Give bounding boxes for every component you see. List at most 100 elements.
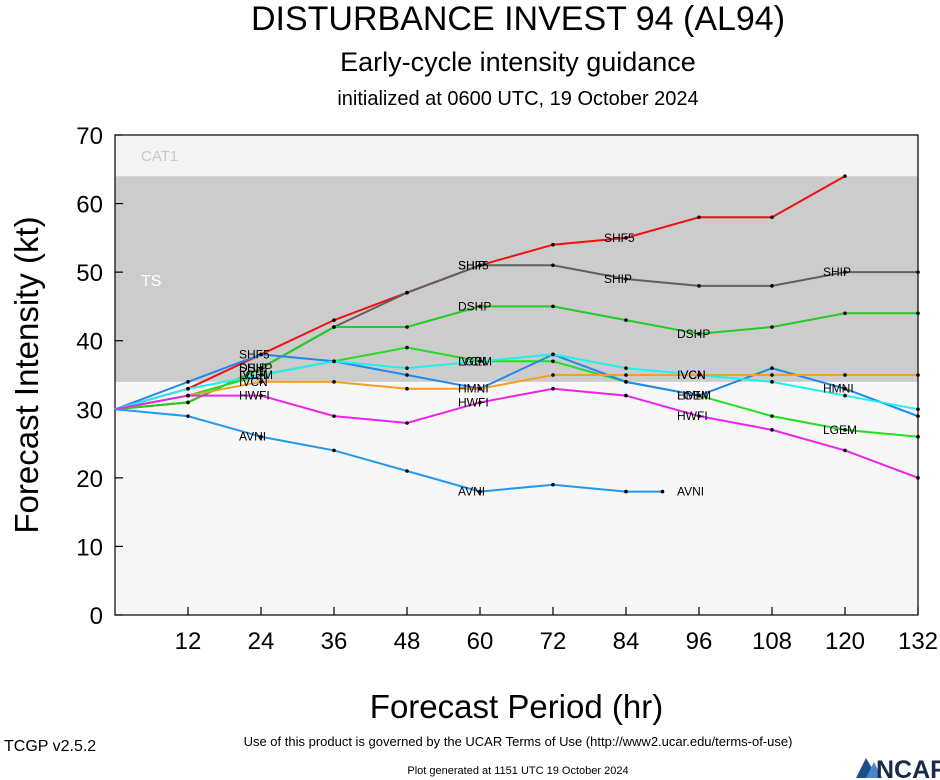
series-label-shf5: SHF5 <box>604 231 635 245</box>
series-point-lgem <box>843 428 847 432</box>
series-label-lgem: LGEM <box>823 423 857 437</box>
series-label-lgem: LGEM <box>458 354 492 368</box>
x-tick-label: 132 <box>898 628 938 655</box>
series-point-lgem <box>551 359 555 364</box>
footer-terms: Use of this product is governed by the U… <box>244 734 793 749</box>
series-line-hmni <box>114 353 919 418</box>
series-point-ship <box>478 263 482 268</box>
series-point-ivcn-orange <box>916 373 920 377</box>
series-point-ivcn <box>332 359 336 364</box>
series-label-hmni: HMNI <box>458 382 489 396</box>
series-point-hwfi <box>916 476 920 480</box>
series-point-ivcn-orange <box>843 373 847 377</box>
band-cat1 <box>115 135 918 177</box>
series-label-dshp: DSHP <box>239 361 272 375</box>
series-point-dshp <box>259 366 263 370</box>
ncar-logo-text: NCAR <box>876 756 940 780</box>
series-point-hmni <box>843 386 847 391</box>
series-label-hwfi: HWFI <box>677 409 708 423</box>
series-point-dshp <box>697 332 701 336</box>
series-point-dshp <box>186 400 190 405</box>
series-label-avni: AVNI <box>239 430 266 444</box>
series-point-hwfi <box>186 393 190 398</box>
series-point-ivcn <box>478 359 482 364</box>
series-point-ivcn <box>405 366 409 370</box>
series-label-avni: AVNI <box>677 485 704 499</box>
series-line-hwfi <box>114 387 919 479</box>
y-tick-label: 30 <box>76 397 103 424</box>
series-point-ivcn <box>551 352 555 357</box>
band-ts <box>115 176 918 382</box>
series-point-shf5 <box>843 174 847 178</box>
ncar-logo-icon <box>856 758 882 778</box>
x-tick-label: 120 <box>825 628 865 655</box>
series-label-hmni: HMNI <box>677 389 708 403</box>
chart-subtitle: Early-cycle intensity guidance <box>340 47 696 77</box>
y-tick-label: 40 <box>76 329 103 356</box>
series-point-lgem <box>405 345 409 350</box>
series-label-hmni: HMNI <box>823 382 854 396</box>
series-point-hmni <box>697 393 701 398</box>
series-label-lgem: LGEM <box>677 389 711 403</box>
series-label-avni: AVNI <box>458 485 485 499</box>
x-tick-label: 48 <box>394 628 421 655</box>
series-point-ivcn-orange <box>624 373 628 377</box>
x-axis-label: Forecast Period (hr) <box>370 688 663 725</box>
series-label-shf5: SHF5 <box>239 347 270 361</box>
series-line-ivcn-orange <box>114 374 918 411</box>
series-label-ship: SHIP <box>604 272 632 286</box>
series-point-avni <box>259 434 263 439</box>
series-point-hwfi <box>697 414 701 418</box>
series-point-shf5 <box>332 318 336 322</box>
series-point-ivcn <box>770 380 774 384</box>
series-point-dshp <box>916 311 920 316</box>
series-line-ivcn <box>114 353 919 411</box>
series-point-ship <box>551 263 555 268</box>
series-point-ivcn-orange <box>405 386 409 391</box>
series-point-hwfi <box>624 393 628 398</box>
series-point-avni <box>660 489 665 494</box>
series-point-hwfi <box>332 414 336 418</box>
series-point-ivcn-orange <box>332 380 336 384</box>
series-point-dshp <box>405 325 409 329</box>
series-label-dshp: DSHP <box>677 327 710 341</box>
series-point-lgem <box>916 434 920 439</box>
series-point-avni <box>405 469 409 473</box>
series-point-dshp <box>551 304 555 309</box>
series-point-ship <box>916 270 920 274</box>
series-label-ivcn-orange: IVCN <box>677 368 706 382</box>
series-point-ivcn-orange <box>770 373 774 377</box>
series-point-shf5 <box>551 242 555 247</box>
series-point-ivcn-orange <box>697 373 701 377</box>
series-point-hmni <box>186 380 190 384</box>
series-point-ship <box>697 284 701 288</box>
series-point-avni <box>551 482 555 487</box>
series-label-ship: SHIP <box>823 265 851 279</box>
y-axis-label: Forecast Intensity (kt) <box>8 216 45 533</box>
y-tick-label: 60 <box>76 192 103 219</box>
series-point-avni <box>186 414 190 418</box>
series-label-hwfi: HWFI <box>239 389 270 403</box>
y-tick-label: 50 <box>76 260 103 287</box>
series-point-avni <box>478 489 482 494</box>
series-point-shf5 <box>770 215 774 220</box>
series-point-shf5 <box>697 215 701 220</box>
series-point-ivcn <box>624 366 628 370</box>
x-tick-label: 12 <box>175 628 202 655</box>
series-label-ship: SHIP <box>458 258 486 272</box>
series-point-ivcn-orange <box>551 373 555 377</box>
series-point-hwfi <box>405 421 409 425</box>
series-label-ship: SHIP <box>239 361 267 375</box>
series-point-hwfi <box>551 386 555 391</box>
x-tick-label: 84 <box>613 628 640 655</box>
y-tick-label: 0 <box>90 603 103 630</box>
plot-area: TS CAT1 0 10 20 30 40 50 60 70 12 24 36 48 60 72 84 96 108… <box>8 123 938 725</box>
x-tick-label: 36 <box>321 628 348 655</box>
series-line-dshp <box>114 305 918 411</box>
y-tick-label: 70 <box>76 123 103 150</box>
series-point-dshp <box>843 311 847 316</box>
series-line-lgem <box>114 346 919 438</box>
x-tick-label: 72 <box>540 628 567 655</box>
footer-version: TCGP v2.5.2 <box>4 738 96 755</box>
